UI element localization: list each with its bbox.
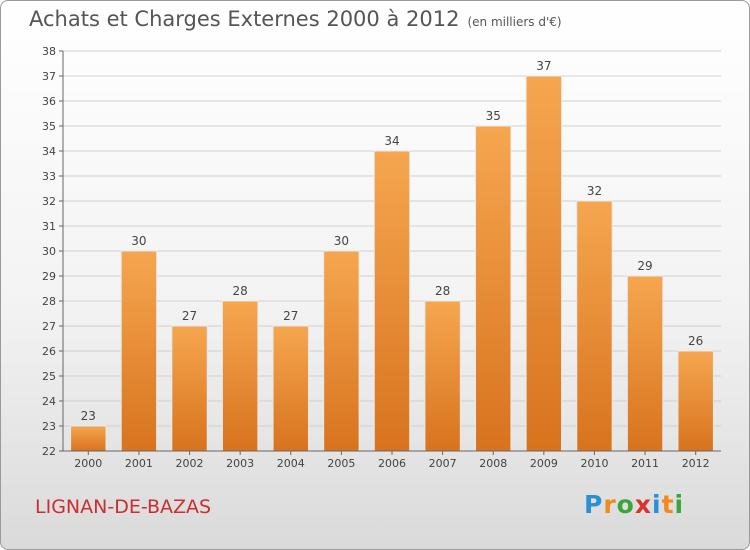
y-tick-label: 38 [42, 45, 56, 58]
y-tick-label: 33 [42, 170, 56, 183]
unit-text: (en milliers d'€) [467, 15, 562, 29]
logo-letter: i [674, 490, 685, 519]
bar [475, 125, 512, 452]
y-tick-label: 30 [42, 245, 56, 258]
y-tick-label: 35 [42, 120, 56, 133]
data-label: 29 [637, 259, 652, 273]
x-tick-label: 2009 [530, 457, 558, 470]
y-tick-label: 28 [42, 295, 56, 308]
y-tick-label: 22 [42, 445, 56, 458]
data-label: 27 [283, 309, 298, 323]
bar [677, 350, 714, 452]
bar [120, 250, 158, 452]
logo-letter: t [661, 490, 675, 519]
y-tick-label: 36 [42, 95, 56, 108]
data-label: 30 [334, 234, 349, 248]
data-label: 23 [81, 409, 96, 423]
logo-letter: i [652, 490, 662, 519]
y-tick-label: 27 [42, 320, 56, 333]
data-label: 28 [435, 284, 450, 298]
bar [626, 275, 664, 452]
x-tick-label: 2000 [74, 457, 102, 470]
logo-letter: r [603, 490, 617, 519]
bar [70, 425, 107, 452]
axes: 22 23 24 25 26 27 28 29 30 31 32 33 34 35 36 37 38 2000 20… [42, 45, 721, 470]
bar [373, 150, 411, 452]
y-tick-label: 26 [42, 345, 56, 358]
data-label: 26 [688, 334, 703, 348]
commune-name: LIGNAN-DE-BAZAS [35, 496, 212, 518]
x-tick-label: 2005 [327, 457, 355, 470]
y-tick-label: 37 [42, 70, 56, 83]
logo-letter: x [634, 490, 652, 519]
data-label: 37 [536, 59, 551, 73]
logo-letter: o [616, 490, 635, 519]
y-tick-label: 34 [42, 145, 56, 158]
x-tick-label: 2003 [226, 457, 254, 470]
bar [171, 325, 208, 452]
x-tick-label: 2012 [682, 457, 710, 470]
x-tick-label: 2001 [125, 457, 153, 470]
logo-letter: P [584, 490, 604, 519]
bar [221, 300, 259, 452]
data-label: 35 [486, 109, 501, 123]
x-tick-label: 2010 [580, 457, 608, 470]
x-tick-label: 2008 [479, 457, 507, 470]
title-text: Achats et Charges Externes 2000 à 2012 [29, 7, 460, 31]
data-label: 28 [233, 284, 248, 298]
y-tick-label: 23 [42, 420, 56, 433]
bar [576, 200, 613, 452]
proxiti-logo: Proxiti [584, 490, 684, 519]
data-label: 32 [587, 184, 602, 198]
chart-title: Achats et Charges Externes 2000 à 2012 (e… [29, 7, 562, 31]
data-label: 30 [131, 234, 146, 248]
x-tick-label: 2011 [631, 457, 659, 470]
bars: 23 30 27 28 27 30 34 28 35 37 32 29 26 [70, 59, 714, 452]
bar [323, 250, 360, 452]
y-tick-label: 31 [42, 220, 56, 233]
y-tick-label: 24 [42, 395, 56, 408]
bar [272, 325, 309, 452]
y-tick-label: 29 [42, 270, 56, 283]
x-tick-label: 2004 [277, 457, 305, 470]
x-tick-label: 2006 [378, 457, 406, 470]
bar [525, 75, 563, 452]
y-tick-label: 32 [42, 195, 56, 208]
x-tick-label: 2007 [429, 457, 457, 470]
y-tick-label: 25 [42, 370, 56, 383]
data-label: 34 [384, 134, 399, 148]
data-label: 27 [182, 309, 197, 323]
bar [424, 300, 461, 452]
x-tick-label: 2002 [176, 457, 204, 470]
